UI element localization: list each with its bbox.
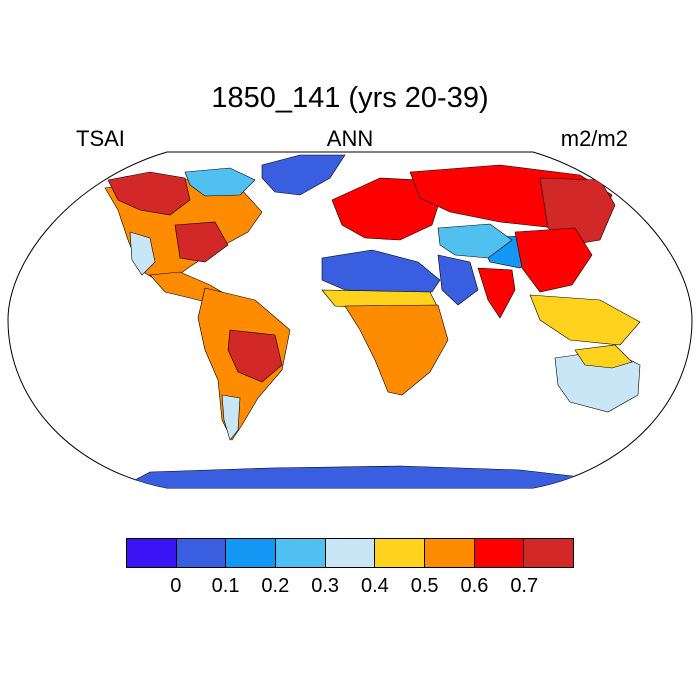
colorbar-box — [375, 539, 426, 567]
colorbar-tick-label: 0.1 — [211, 575, 240, 597]
colorbar-box — [325, 539, 376, 567]
colorbar-box — [176, 539, 227, 567]
colorbar-tick-label: 0.7 — [510, 575, 539, 597]
colorbar-box — [474, 539, 525, 567]
region-sahara — [321, 249, 441, 293]
region-patagonia — [221, 394, 241, 441]
colorbar-tick-label: 0.4 — [360, 575, 389, 597]
colorbar-tick-label: 0.6 — [460, 575, 489, 597]
colorbar-box — [524, 539, 574, 567]
colorbar-tick-label: 0.2 — [261, 575, 290, 597]
region-australia-coast — [574, 344, 633, 369]
colorbar — [126, 538, 574, 568]
variable-label: TSAI — [76, 126, 125, 151]
region-greenland — [261, 154, 346, 196]
period-label: ANN — [326, 126, 374, 151]
colorbar-tick-label: 0.3 — [311, 575, 340, 597]
colorbar-box — [127, 539, 177, 567]
region-brazil-central — [227, 329, 283, 383]
region-india — [477, 267, 516, 319]
region-africa-central — [344, 304, 449, 396]
chart-title: 1850_141 (yrs 20-39) — [211, 82, 489, 114]
colorbar-box — [276, 539, 326, 567]
region-canada-north — [107, 171, 191, 216]
region-arabia — [437, 254, 479, 306]
region-southeast-asia — [529, 294, 641, 346]
land-layer — [104, 154, 641, 488]
region-europe — [331, 177, 441, 241]
units-label: m2/m2 — [560, 126, 628, 151]
colorbar-tick-label: 0.5 — [410, 575, 439, 597]
region-eastern-usa — [174, 221, 229, 263]
region-western-usa — [129, 231, 156, 276]
colorbar-box — [226, 539, 277, 567]
colorbar-box — [425, 539, 475, 567]
region-china — [514, 227, 593, 293]
region-central-asia — [437, 223, 513, 259]
colorbar-tick-label: 0 — [170, 575, 182, 597]
region-antarctica — [119, 465, 601, 488]
region-arctic-canada — [184, 167, 256, 197]
